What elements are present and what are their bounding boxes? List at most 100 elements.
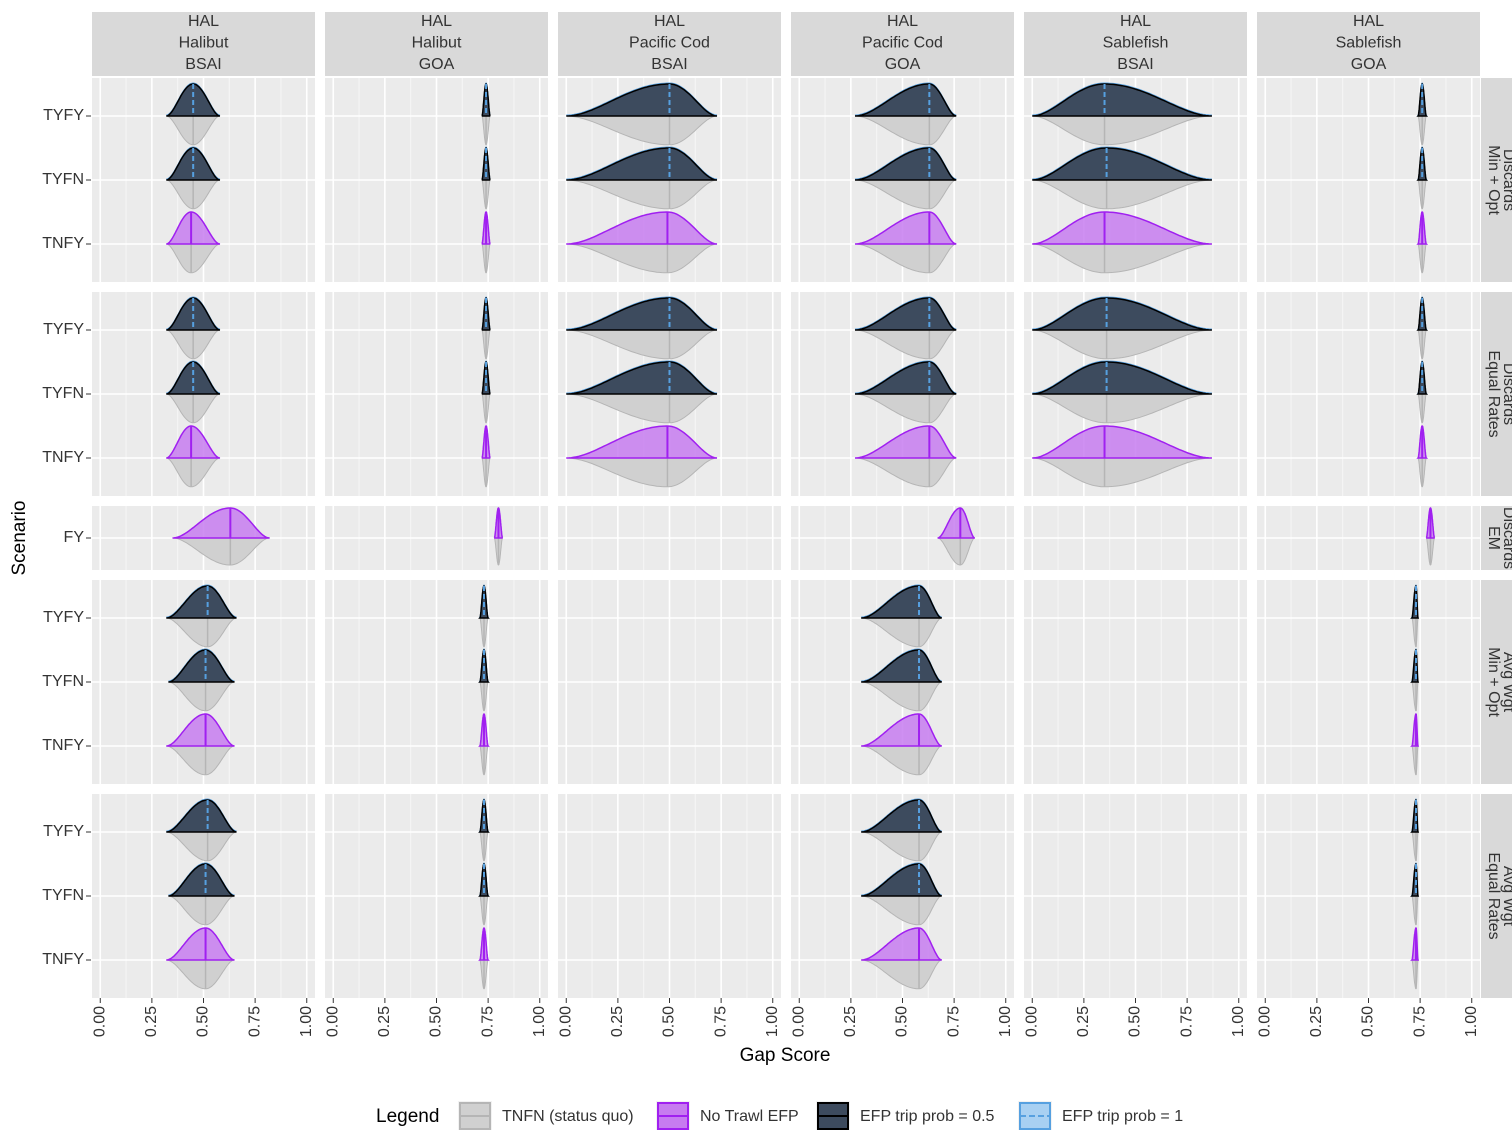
scenario-density [854, 297, 957, 331]
column-strip-label: Halibut [412, 35, 462, 52]
column-strip-label: GOA [419, 56, 455, 73]
status-quo-density [1032, 115, 1212, 146]
legend-label: EFP trip prob = 1 [1062, 1108, 1183, 1125]
scenario-density [861, 863, 942, 897]
status-quo-density [166, 745, 235, 776]
row-strip [1481, 292, 1512, 496]
status-quo-density [854, 243, 957, 274]
status-quo-density [854, 457, 957, 488]
x-tick-label: 0.75 [479, 1006, 496, 1037]
column-strip [1024, 12, 1247, 76]
x-tick-label: 0.75 [1411, 1006, 1428, 1037]
scenario-density [566, 211, 718, 245]
scenario-density [166, 211, 221, 245]
legend-label: TNFN (status quo) [502, 1108, 634, 1125]
row-strip [1481, 506, 1512, 570]
status-quo-density [166, 243, 221, 274]
status-quo-density [1032, 329, 1212, 360]
x-tick-label: 0.25 [1075, 1006, 1092, 1037]
status-quo-density [566, 457, 718, 488]
status-quo-density [861, 831, 942, 862]
scenario-density [1032, 425, 1212, 459]
x-tick-label: 0.00 [557, 1006, 574, 1037]
x-tick-label: 0.00 [1256, 1006, 1273, 1037]
y-tick-label: TNFY [42, 449, 84, 466]
status-quo-density [566, 329, 718, 360]
x-tick-label: 0.00 [91, 1006, 108, 1037]
x-tick-label: 0.50 [428, 1006, 445, 1037]
x-tick-label: 0.00 [324, 1006, 341, 1037]
y-tick-label: TNFY [42, 737, 84, 754]
status-quo-density [566, 179, 718, 210]
column-strip-label: BSAI [185, 56, 221, 73]
row-strip [1481, 78, 1512, 282]
y-tick-label: FY [64, 529, 85, 546]
x-tick-label: 0.25 [609, 1006, 626, 1037]
status-quo-density [854, 179, 957, 210]
status-quo-density [166, 457, 221, 488]
status-quo-density [166, 831, 237, 862]
x-tick-label: 0.50 [1360, 1006, 1377, 1037]
x-tick-label: 1.00 [1230, 1006, 1247, 1037]
column-strip-label: Sablefish [1103, 35, 1169, 52]
column-strip [558, 12, 781, 76]
x-axis-label: Gap Score [740, 1045, 831, 1066]
column-strip-label: Sablefish [1336, 35, 1402, 52]
x-tick-label: 1.00 [764, 1006, 781, 1037]
scenario-density [566, 297, 718, 331]
scenario-density [168, 649, 235, 683]
x-tick-label: 0.50 [894, 1006, 911, 1037]
status-quo-density [854, 329, 957, 360]
scenario-density [166, 713, 235, 747]
scenario-density [566, 425, 718, 459]
row-strip-label: Discards [1500, 149, 1512, 211]
row-strip [1481, 794, 1512, 998]
scenario-density [861, 927, 942, 961]
y-tick-label: TYFN [42, 385, 84, 402]
x-tick-label: 0.00 [790, 1006, 807, 1037]
status-quo-density [861, 895, 942, 926]
scenario-density [861, 799, 942, 833]
legend-label: EFP trip prob = 0.5 [860, 1108, 995, 1125]
y-tick-label: TYFY [43, 609, 84, 626]
row-strip [1481, 580, 1512, 784]
status-quo-density [166, 959, 235, 990]
status-quo-density [1032, 457, 1212, 488]
status-quo-density [854, 115, 957, 146]
x-tick-label: 0.75 [945, 1006, 962, 1037]
x-tick-label: 0.25 [143, 1006, 160, 1037]
x-tick-label: 1.00 [1463, 1006, 1480, 1037]
x-tick-label: 0.50 [661, 1006, 678, 1037]
column-strip [791, 12, 1014, 76]
column-strip-label: HAL [887, 13, 918, 30]
column-strip [92, 12, 315, 76]
scenario-density [861, 649, 942, 683]
y-tick-label: TYFY [43, 107, 84, 124]
x-tick-label: 0.75 [1178, 1006, 1195, 1037]
x-tick-label: 1.00 [531, 1006, 548, 1037]
scenario-density [566, 83, 718, 117]
scenario-density [854, 361, 957, 395]
status-quo-density [861, 681, 942, 712]
y-tick-label: TNFY [42, 951, 84, 968]
scenario-density [168, 863, 235, 897]
status-quo-density [854, 393, 957, 424]
row-strip-label: Min + Opt [1485, 647, 1502, 717]
column-strip [325, 12, 548, 76]
y-tick-label: TYFY [43, 823, 84, 840]
column-strip-label: Pacific Cod [629, 35, 710, 52]
column-strip-label: Pacific Cod [862, 35, 943, 52]
x-tick-label: 0.25 [842, 1006, 859, 1037]
x-tick-label: 0.50 [1127, 1006, 1144, 1037]
legend-label: No Trawl EFP [700, 1108, 799, 1125]
scenario-density [1032, 147, 1212, 181]
scenario-density [166, 425, 221, 459]
scenario-density [937, 507, 976, 539]
row-strip-label: EM [1485, 526, 1502, 550]
status-quo-density [861, 617, 942, 648]
scenario-density [172, 507, 270, 539]
y-tick-label: TYFN [42, 673, 84, 690]
status-quo-density [566, 393, 718, 424]
scenario-density [166, 799, 237, 833]
